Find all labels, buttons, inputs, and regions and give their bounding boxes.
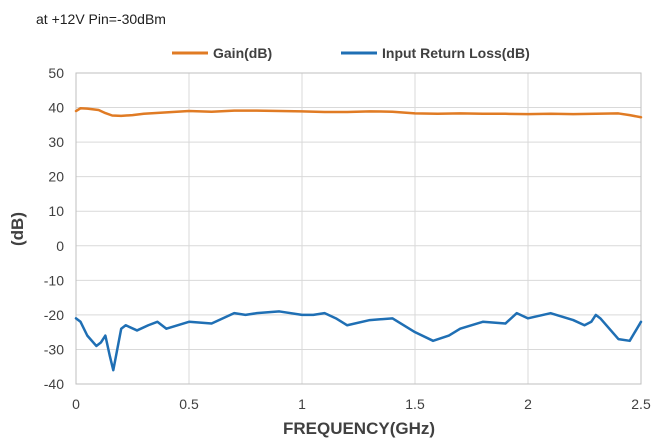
- x-axis-ticks: 0 0.5 1 1.5 2 2.5: [72, 396, 651, 412]
- y-axis-ticks: 50 40 30 20 10 0 -10 -20 -30 -40: [44, 65, 64, 392]
- x-tick-label: 1: [298, 396, 306, 412]
- legend: Gain(dB) Input Return Loss(dB): [172, 45, 530, 61]
- y-axis-title: (dB): [8, 212, 27, 246]
- x-tick-label: 2: [524, 396, 532, 412]
- series-layer: [76, 108, 641, 370]
- series-line-gain: [76, 108, 641, 117]
- legend-label-gain: Gain(dB): [213, 45, 272, 61]
- x-tick-label: 0: [72, 396, 80, 412]
- x-tick-label: 2.5: [631, 396, 651, 412]
- x-axis-title: FREQUENCY(GHz): [283, 419, 435, 438]
- y-tick-label: 50: [48, 65, 64, 81]
- y-tick-label: -30: [44, 341, 64, 357]
- y-tick-label: -40: [44, 376, 64, 392]
- series-line-return-loss: [76, 311, 641, 370]
- y-tick-label: 0: [56, 238, 64, 254]
- plot-area: [76, 73, 641, 384]
- y-tick-label: 40: [48, 100, 64, 116]
- chart-subtitle: at +12V Pin=-30dBm: [36, 11, 166, 27]
- y-tick-label: 30: [48, 134, 64, 150]
- y-tick-label: -10: [44, 272, 64, 288]
- legend-label-return-loss: Input Return Loss(dB): [382, 45, 530, 61]
- y-tick-label: 20: [48, 169, 64, 185]
- x-tick-label: 1.5: [405, 396, 425, 412]
- grid: [76, 73, 641, 384]
- y-tick-label: 10: [48, 203, 64, 219]
- x-tick-label: 0.5: [179, 396, 199, 412]
- y-tick-label: -20: [44, 307, 64, 323]
